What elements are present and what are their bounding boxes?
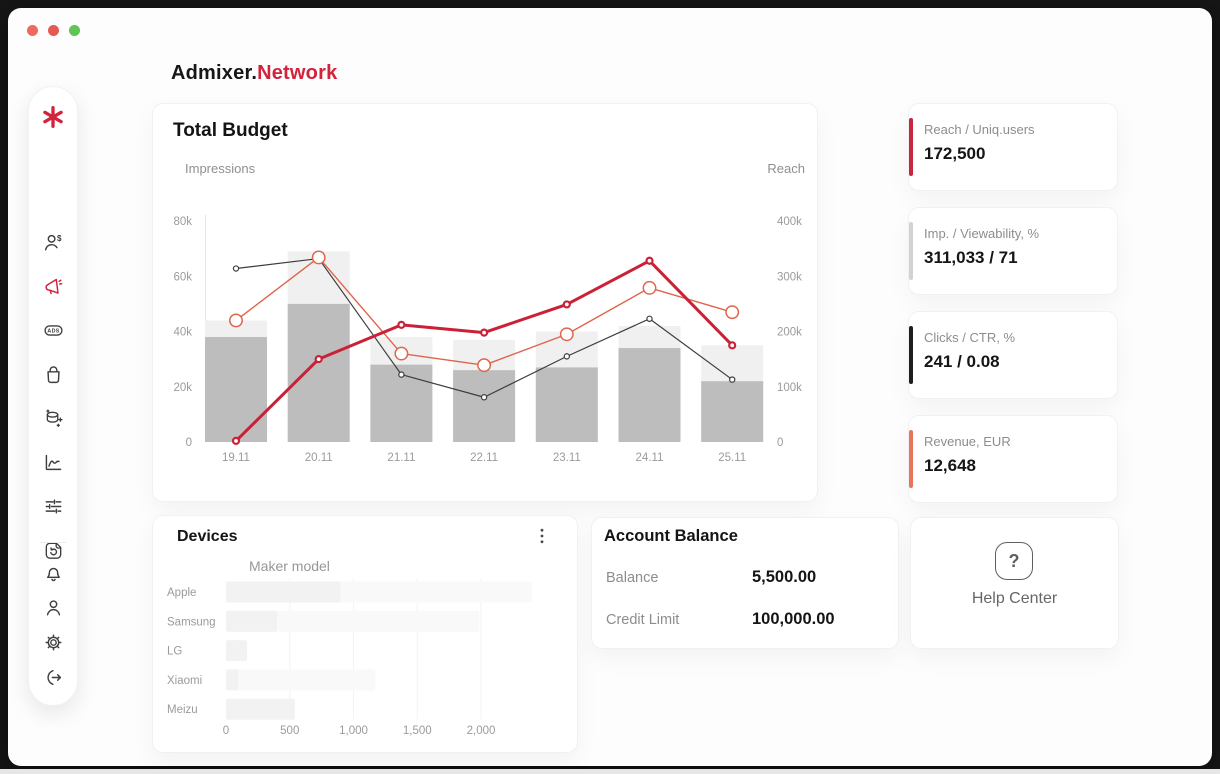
sidebar-item-data[interactable] (29, 403, 77, 433)
sidebar-item-notifications[interactable] (29, 557, 77, 587)
stat-accent-bar (909, 118, 913, 176)
svg-text:Xiaomi: Xiaomi (167, 675, 202, 687)
sidebar-item-reports[interactable] (29, 535, 77, 565)
svg-text:25.11: 25.11 (718, 452, 746, 464)
sidebar-item-settings[interactable] (29, 627, 77, 657)
stat-label: Clicks / CTR, % (924, 330, 1015, 345)
user-dollar-icon: $ (44, 234, 61, 251)
svg-text:Meizu: Meizu (167, 704, 198, 716)
sidebar-item-logout[interactable] (29, 662, 77, 692)
svg-text:LG: LG (167, 646, 182, 658)
devices-chart-title: Maker model (249, 558, 330, 574)
sidebar-item-analytics[interactable] (29, 447, 77, 477)
devices-title: Devices (177, 528, 238, 545)
total-budget-title: Total Budget (173, 120, 288, 141)
svg-text:20k: 20k (173, 382, 192, 394)
svg-text:2,000: 2,000 (467, 725, 496, 737)
svg-text:0: 0 (223, 725, 229, 737)
credit-limit-label: Credit Limit (606, 612, 680, 628)
left-axis-title: Impressions (185, 161, 256, 176)
svg-text:60k: 60k (173, 271, 192, 283)
stat-accent-bar (909, 430, 913, 488)
svg-text:200k: 200k (777, 327, 802, 339)
svg-text:1,000: 1,000 (339, 725, 368, 737)
stat-card-reach: Reach / Uniq.users 172,500 (908, 103, 1118, 191)
help-center-card[interactable]: ? Help Center (910, 517, 1119, 649)
stat-card-revenue: Revenue, EUR 12,648 (908, 415, 1118, 503)
asterisk-logo-icon (43, 105, 63, 129)
svg-text:24.11: 24.11 (636, 452, 664, 464)
total-budget-card: Total Budget Impressions Reach 0 20k 40k 60… (152, 103, 818, 502)
gear-icon (44, 633, 62, 651)
devices-card: Devices Maker model Apple Samsung LG Xiaomi… (152, 515, 578, 753)
svg-text:400k: 400k (777, 216, 802, 228)
megaphone-icon (44, 278, 62, 294)
person-icon (46, 599, 60, 616)
svg-text:ADS: ADS (47, 328, 59, 334)
svg-text:500: 500 (280, 725, 299, 737)
right-axis-title: Reach (767, 161, 805, 176)
svg-text:21.11: 21.11 (387, 452, 415, 464)
app-window: Admixer.Network $ (8, 8, 1212, 766)
svg-text:80k: 80k (173, 216, 192, 228)
bell-icon (46, 567, 60, 581)
database-plus-icon (45, 408, 63, 427)
stat-card-impressions: Imp. / Viewability, % 311,033 / 71 (908, 207, 1118, 295)
sidebar-logo[interactable] (29, 104, 77, 130)
brand-name-accent: Network (257, 62, 338, 84)
sidebar: $ ADS (28, 86, 78, 706)
window-close-button[interactable] (27, 25, 38, 36)
sliders-icon (45, 498, 61, 514)
stat-label: Imp. / Viewability, % (924, 226, 1040, 241)
sidebar-item-profile[interactable] (29, 592, 77, 622)
brand-name-primary: Admixer. (171, 62, 258, 84)
account-balance-card: Account Balance Balance 5,500.00 Credit … (591, 517, 899, 649)
sidebar-item-orders[interactable] (29, 359, 77, 389)
svg-text:0: 0 (186, 437, 192, 449)
document-refresh-icon (45, 542, 61, 559)
devices-chart: Apple Samsung LG Xiaomi Meizu 0 500 1,000 1,500 2… (167, 578, 532, 737)
sidebar-item-ads[interactable]: ADS (29, 315, 77, 345)
account-balance-title: Account Balance (604, 527, 738, 545)
sidebar-item-campaigns[interactable] (29, 271, 77, 301)
sidebar-item-clients[interactable]: $ (29, 227, 77, 257)
stat-value: 172,500 (924, 144, 986, 163)
svg-text:Samsung: Samsung (167, 616, 216, 628)
bag-icon (46, 365, 60, 383)
window-zoom-button[interactable] (69, 25, 80, 36)
stat-label: Reach / Uniq.users (924, 122, 1035, 137)
svg-text:22.11: 22.11 (470, 452, 498, 464)
svg-text:$: $ (56, 234, 61, 243)
svg-text:300k: 300k (777, 271, 802, 283)
svg-text:23.11: 23.11 (553, 452, 581, 464)
kebab-menu-icon[interactable] (531, 524, 553, 548)
window-minimize-button[interactable] (48, 25, 59, 36)
question-mark-icon: ? (995, 542, 1033, 580)
svg-text:19.11: 19.11 (222, 452, 250, 464)
ads-badge-icon: ADS (43, 324, 63, 336)
sidebar-item-adjustments[interactable] (29, 491, 77, 521)
svg-text:40k: 40k (173, 327, 192, 339)
svg-text:Apple: Apple (167, 587, 196, 599)
svg-text:100k: 100k (777, 382, 802, 394)
line-chart-icon (45, 454, 61, 470)
balance-label: Balance (606, 570, 659, 586)
help-center-label: Help Center (971, 590, 1058, 607)
brand-logo: Admixer.Network (171, 62, 337, 85)
stat-value: 311,033 / 71 (924, 248, 1018, 267)
svg-text:0: 0 (777, 437, 783, 449)
stat-label: Revenue, EUR (924, 434, 1011, 449)
svg-text:20.11: 20.11 (305, 452, 333, 464)
stat-accent-bar (909, 222, 913, 280)
stat-value: 241 / 0.08 (924, 352, 1000, 371)
screen-bottom-edge (0, 769, 1220, 774)
credit-limit-value: 100,000.00 (752, 610, 835, 628)
stat-card-clicks: Clicks / CTR, % 241 / 0.08 (908, 311, 1118, 399)
logout-icon (46, 669, 61, 685)
balance-value: 5,500.00 (752, 568, 817, 586)
stat-accent-bar (909, 326, 913, 384)
sidebar-divider (40, 542, 66, 543)
stat-value: 12,648 (924, 456, 976, 475)
svg-text:1,500: 1,500 (403, 725, 432, 737)
